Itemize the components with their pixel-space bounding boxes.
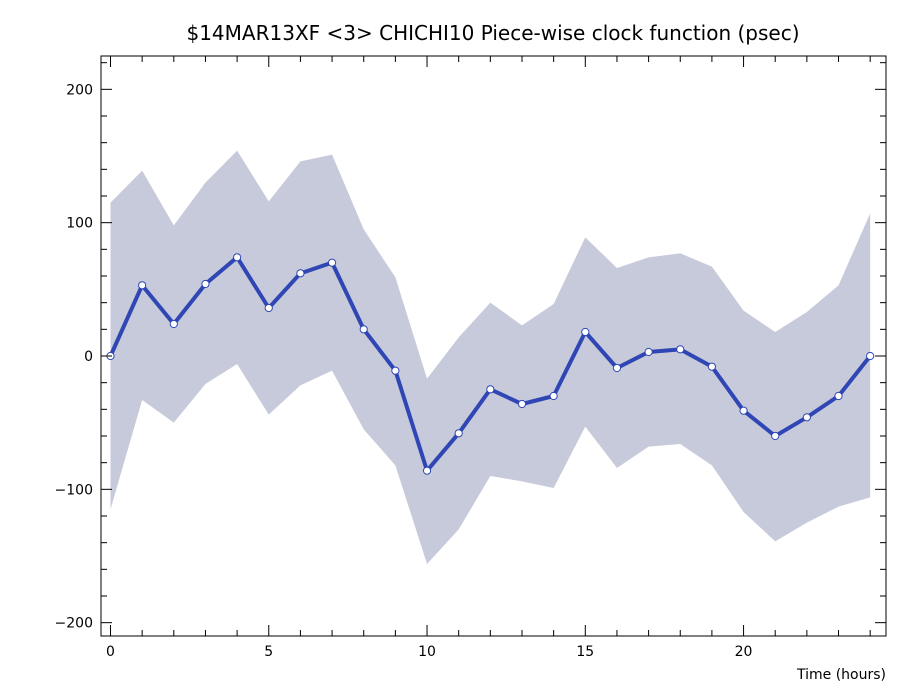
- data-point: [169, 319, 178, 329]
- data-point: [771, 431, 780, 441]
- y-tick-label: −200: [55, 616, 93, 632]
- x-tick-label: 15: [576, 644, 594, 660]
- y-tick-label: 100: [66, 216, 93, 232]
- data-point: [391, 366, 400, 375]
- data-point: [296, 269, 305, 278]
- data-point: [676, 345, 685, 354]
- data-point: [739, 406, 748, 415]
- data-point-layer: [106, 253, 875, 475]
- data-point: [802, 413, 811, 422]
- data-point: [486, 385, 495, 394]
- uncertainty-band: [110, 150, 871, 564]
- uncertainty-band-layer: [110, 150, 871, 564]
- data-point: [327, 258, 337, 267]
- data-point: [517, 399, 527, 409]
- data-point: [138, 281, 147, 290]
- y-tick-label: −100: [55, 482, 93, 498]
- data-point: [264, 303, 273, 313]
- x-axis-label: Time (hours): [796, 667, 886, 683]
- data-point: [233, 253, 242, 262]
- y-tick-label: 200: [66, 82, 93, 98]
- x-tick-label: 5: [264, 644, 273, 660]
- data-point: [612, 363, 622, 373]
- tick-labels-layer: 0 5 10 15 20 200 100 0 −100 −200: [55, 82, 753, 660]
- data-point: [581, 327, 590, 337]
- data-point: [201, 279, 210, 289]
- x-tick-label: 10: [418, 644, 436, 660]
- y-tick-label: 0: [84, 349, 93, 365]
- chart-title: $14MAR13XF <3> CHICHI10 Piece-wise clock…: [186, 21, 799, 45]
- x-tick-label: 20: [735, 644, 753, 660]
- data-point: [644, 347, 653, 357]
- data-point: [422, 466, 432, 475]
- data-point: [359, 325, 368, 334]
- data-point: [454, 429, 463, 438]
- data-point: [834, 391, 843, 401]
- axis-ticks-layer: [101, 56, 886, 636]
- x-tick-label: 0: [106, 644, 115, 660]
- data-point: [866, 351, 875, 361]
- data-point: [707, 362, 717, 371]
- data-point: [549, 391, 558, 401]
- plot-frame: [100, 55, 887, 637]
